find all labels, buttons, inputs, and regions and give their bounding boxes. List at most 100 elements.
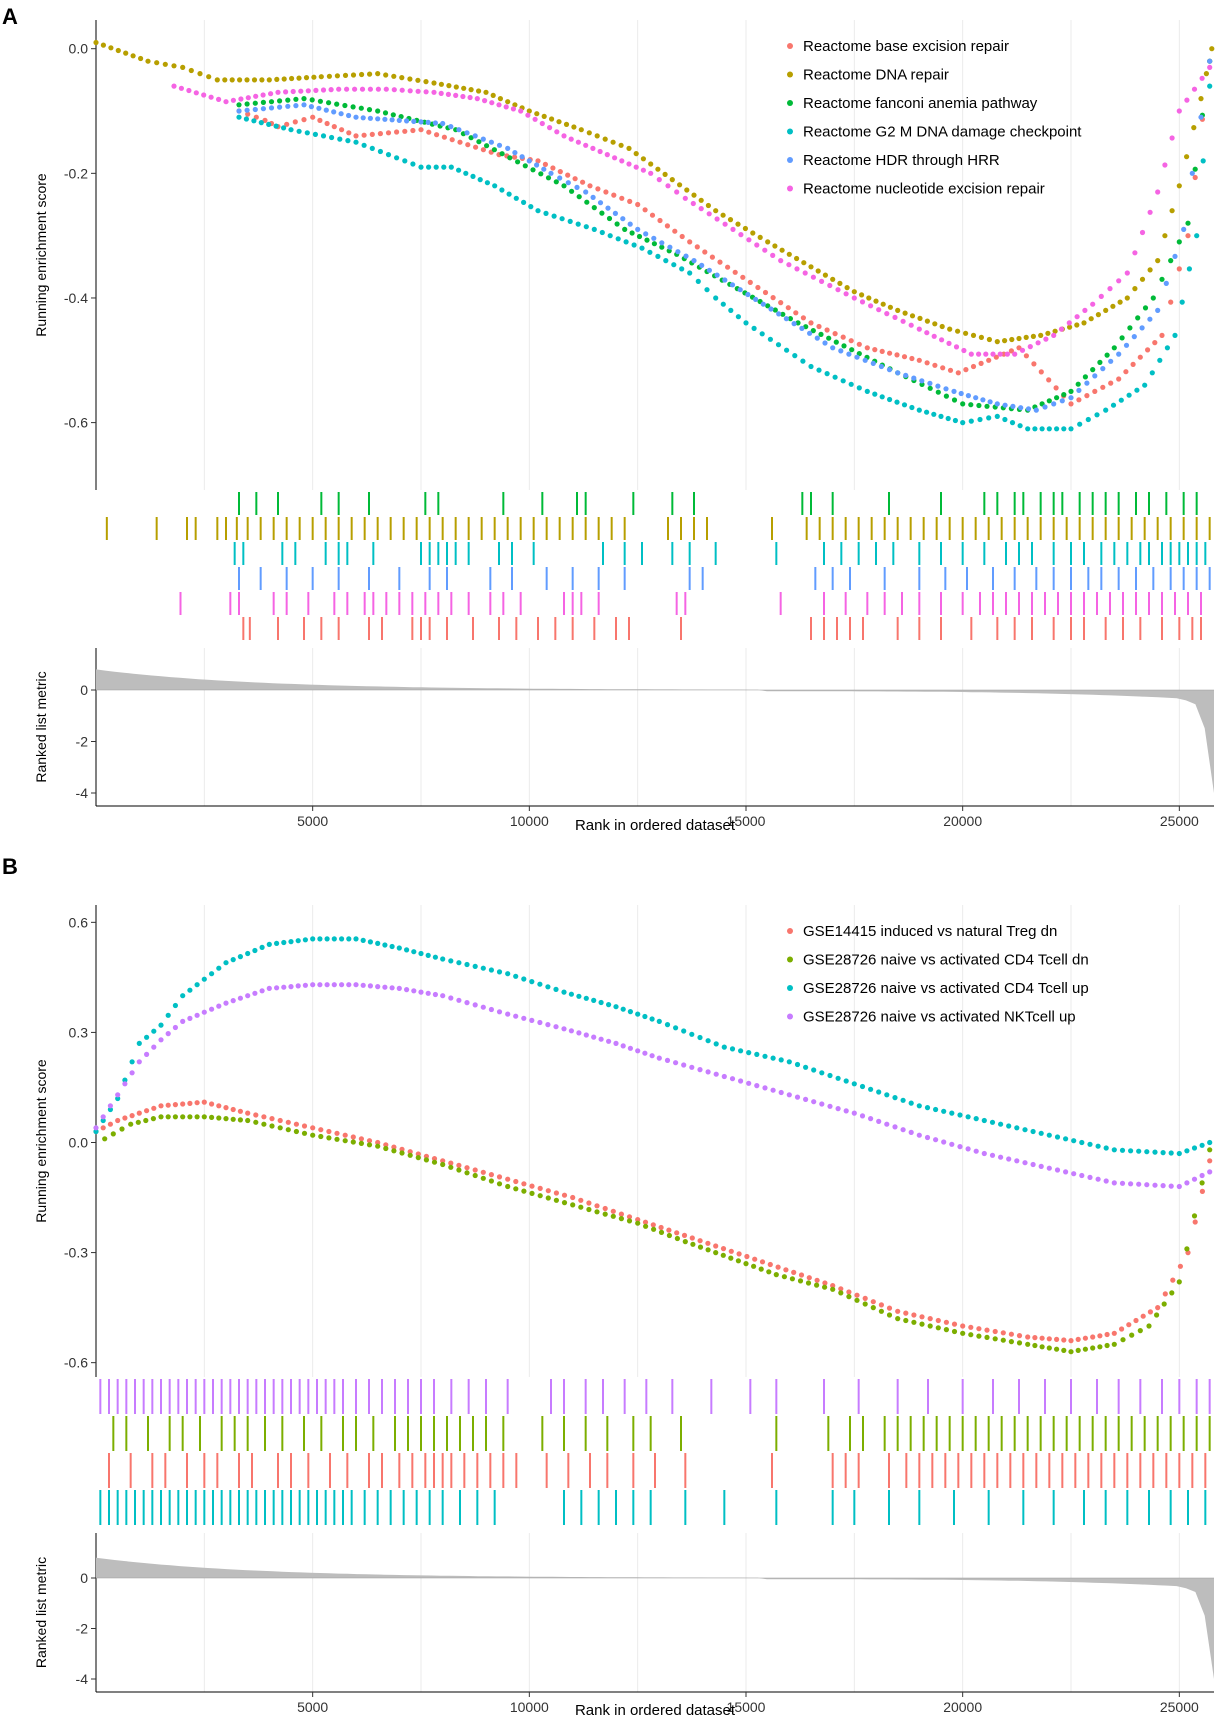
es-point — [580, 179, 586, 185]
legend-label: Reactome nucleotide excision repair — [803, 181, 1045, 198]
es-point — [252, 990, 258, 996]
es-point — [835, 1075, 841, 1081]
es-point — [572, 176, 578, 182]
es-point — [1068, 1349, 1074, 1355]
es-point — [619, 158, 625, 164]
es-point — [933, 1106, 939, 1113]
es-point — [144, 1034, 150, 1040]
es-point — [259, 988, 265, 994]
es-point — [411, 949, 417, 955]
es-point — [180, 64, 186, 70]
es-point — [1095, 312, 1101, 318]
es-point — [438, 90, 444, 96]
es-point — [563, 121, 570, 127]
es-point — [626, 145, 632, 151]
es-point — [1008, 1339, 1015, 1345]
es-point — [1084, 380, 1090, 386]
es-point — [570, 1202, 576, 1208]
es-point — [1144, 1182, 1150, 1188]
es-point — [1032, 1335, 1038, 1341]
es-point — [684, 187, 690, 193]
es-point — [288, 984, 294, 990]
y-tick-label: -0.3 — [64, 1245, 88, 1261]
es-point — [1155, 307, 1161, 313]
es-point — [268, 105, 275, 111]
es-series-gse14415-induced-vs-natural-treg-dn — [93, 1099, 1213, 1344]
es-point — [237, 1117, 243, 1123]
es-point — [574, 184, 580, 190]
es-point — [658, 1229, 665, 1235]
es-point — [1207, 1147, 1213, 1153]
es-point — [1203, 71, 1209, 77]
es-point — [794, 1094, 801, 1100]
es-point — [687, 239, 693, 245]
es-point — [389, 985, 395, 991]
es-point — [681, 1062, 687, 1068]
es-point — [984, 1327, 990, 1333]
legend-label: GSE28726 naive vs activated CD4 Tcell up — [803, 980, 1089, 997]
es-point — [725, 264, 731, 270]
es-point — [358, 105, 364, 111]
es-point — [310, 114, 316, 120]
es-point — [603, 189, 609, 195]
es-point — [550, 165, 556, 171]
es-point — [705, 1069, 711, 1075]
es-point — [317, 936, 323, 942]
es-point — [144, 1108, 150, 1114]
es-point — [1006, 1123, 1012, 1129]
es-point — [745, 291, 751, 298]
es-point — [304, 130, 310, 136]
es-point — [122, 1115, 128, 1121]
es-point — [245, 1110, 251, 1116]
es-point — [931, 333, 937, 339]
es-point — [1137, 1328, 1143, 1334]
es-point — [461, 85, 467, 91]
es-point — [245, 950, 251, 957]
es-point — [578, 1197, 584, 1203]
es-point — [565, 180, 571, 186]
es-point — [129, 1070, 135, 1076]
es-point — [830, 1286, 836, 1292]
es-point — [951, 1321, 958, 1327]
es-point — [835, 1106, 841, 1112]
es-point — [924, 1134, 931, 1141]
es-point — [1075, 1336, 1081, 1342]
es-point — [801, 260, 807, 266]
es-point — [876, 1089, 882, 1095]
es-point — [326, 100, 332, 106]
es-point — [1107, 286, 1113, 292]
es-point — [677, 182, 683, 188]
es-point — [1136, 1148, 1142, 1154]
es-point — [648, 170, 654, 176]
es-point — [880, 301, 886, 307]
es-point — [295, 938, 301, 944]
es-point — [575, 139, 582, 145]
es-point — [735, 221, 741, 227]
es-point — [216, 96, 222, 102]
es-point — [1191, 86, 1198, 92]
es-point — [180, 1101, 186, 1107]
es-point — [296, 75, 302, 81]
es-point — [946, 340, 952, 346]
es-point — [917, 315, 923, 321]
es-point — [1033, 407, 1039, 413]
es-point — [648, 161, 654, 167]
es-point — [431, 1156, 438, 1162]
es-point — [375, 116, 381, 122]
es-point — [924, 318, 931, 324]
es-point — [945, 415, 951, 422]
es-point — [1150, 295, 1156, 301]
es-point — [488, 139, 494, 145]
es-point — [895, 370, 901, 376]
es-point — [197, 71, 203, 77]
es-point — [1082, 307, 1088, 313]
es-point — [750, 230, 756, 236]
es-point — [627, 1045, 634, 1051]
es-point — [738, 1048, 744, 1054]
es-point — [1046, 398, 1052, 404]
es-point — [317, 982, 323, 988]
es-point — [594, 133, 600, 139]
es-point — [456, 1167, 462, 1173]
es-point — [970, 332, 977, 338]
es-point — [859, 299, 866, 305]
